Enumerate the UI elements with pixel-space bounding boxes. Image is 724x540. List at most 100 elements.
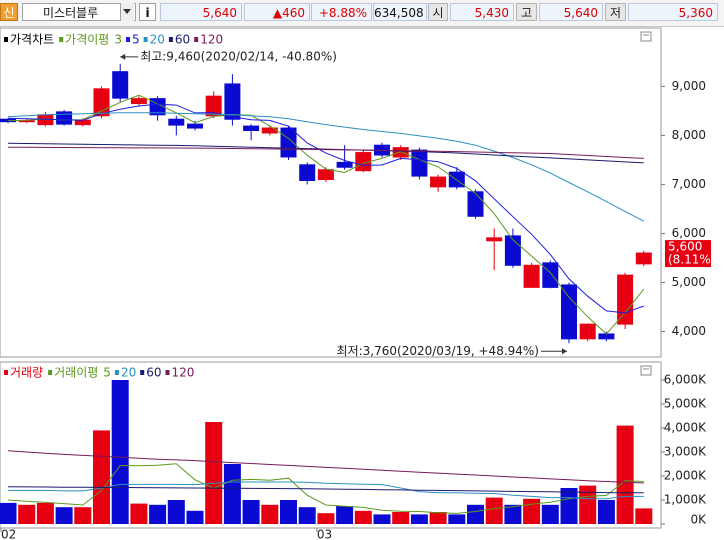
x-tick-label: 02 [1, 528, 16, 540]
y-tick-label: 9,000 [672, 79, 706, 93]
volume-bar [354, 510, 372, 524]
change-rate: +8.88% [311, 3, 372, 21]
candle-body [317, 169, 334, 181]
y-tick-label: 5,000 [672, 275, 706, 289]
volume-bar [317, 513, 335, 524]
last-price-box [665, 240, 711, 268]
y-tick-label: 6,000K [664, 373, 707, 387]
legend-label: 3 [114, 33, 122, 47]
volume-bar [560, 488, 578, 524]
candle-body [299, 164, 316, 181]
moving-average [7, 450, 644, 484]
candle-body [542, 262, 559, 288]
legend-label: 5 [103, 366, 111, 380]
y-tick-label: 6,000 [672, 226, 706, 240]
candle-body [205, 95, 222, 117]
candle-body [635, 252, 652, 265]
volume-bar [467, 504, 484, 524]
panel-button[interactable] [640, 31, 652, 42]
stock-selector[interactable]: 미스터블루 [22, 3, 136, 21]
volume-bar [36, 502, 54, 524]
toolbar: 신 미스터블루 i 5,640 ▲460 +8.88% 634,508 시 5,… [0, 0, 724, 27]
price: 5,640 [160, 3, 242, 21]
candle-body [579, 323, 596, 340]
candle-body [243, 125, 260, 131]
legend-label: 20 [150, 33, 165, 47]
volume-bar [410, 514, 428, 524]
legend-swatch [143, 37, 148, 42]
volume-bar [205, 422, 223, 524]
candle-body [93, 88, 110, 117]
volume-bar [579, 485, 597, 524]
candle-body [430, 176, 447, 188]
annotation-arrowhead [120, 53, 126, 60]
legend-swatch [4, 37, 8, 42]
legend-label: 가격이평 [65, 33, 109, 47]
legend-swatch [165, 370, 170, 375]
info-button[interactable]: i [139, 3, 156, 21]
badge: 신 [0, 3, 18, 21]
volume-bar [523, 498, 541, 524]
moving-average [7, 94, 645, 335]
candle-body [74, 119, 91, 126]
price-panel [0, 27, 662, 358]
volume-bar [448, 514, 466, 524]
panel-button[interactable] [640, 365, 652, 376]
low-label: 저 [605, 3, 626, 21]
volume-bar [186, 510, 204, 524]
moving-average [7, 486, 644, 494]
volume-bar [298, 507, 316, 524]
y-tick-label: 0K [690, 513, 707, 527]
legend-swatch [125, 37, 130, 42]
y-tick-label: 2,000K [664, 469, 707, 483]
open: 5,430 [450, 3, 514, 21]
moving-average [7, 146, 644, 159]
legend-swatch [168, 37, 173, 42]
y-tick-label: 3,000K [664, 445, 707, 459]
candle-body [56, 111, 73, 125]
volume-bar [485, 497, 503, 524]
candle-body [598, 333, 615, 340]
volume-bar [429, 512, 447, 524]
volume-bar [242, 500, 260, 524]
volume-bar [597, 500, 615, 524]
volume: 634,508 [373, 3, 427, 21]
legend-label: 60 [175, 33, 190, 47]
last-price: 5,600 [668, 240, 702, 254]
high: 5,640 [539, 3, 603, 21]
legend-swatch [4, 370, 8, 375]
candle-body [224, 83, 241, 120]
annotation-arrowhead [562, 348, 567, 355]
volume-bar [111, 380, 129, 524]
moving-average [7, 103, 644, 314]
volume-bar [373, 514, 391, 524]
y-tick-label: 5,000K [664, 397, 707, 411]
legend-swatch [114, 370, 119, 375]
volume-bar [93, 430, 110, 524]
volume-bar [392, 512, 410, 524]
volume-panel [0, 361, 662, 529]
candle-body [168, 118, 185, 126]
y-tick-label: 8,000 [672, 128, 706, 142]
volume-bar [280, 500, 297, 524]
legend-label: 가격차트 [10, 33, 54, 47]
annotation: 최고:9,460(2020/02/14, -40.80%) [140, 49, 337, 63]
candle-body [411, 149, 428, 177]
dropdown-arrow[interactable] [120, 3, 134, 21]
high-label: 고 [516, 3, 537, 21]
volume-bar [130, 503, 148, 524]
legend-label: 120 [172, 366, 195, 380]
candle-body [130, 98, 147, 105]
candle-body [18, 120, 35, 123]
volume-bar [616, 425, 634, 524]
legend-label: 20 [121, 366, 136, 380]
volume-bar [0, 502, 17, 524]
volume-bar [167, 500, 185, 524]
legend-label: 거래이평 [54, 366, 98, 380]
legend-label: 5 [132, 33, 140, 47]
candle-body [486, 237, 503, 242]
candle-body [561, 284, 577, 340]
low: 5,360 [628, 3, 718, 21]
